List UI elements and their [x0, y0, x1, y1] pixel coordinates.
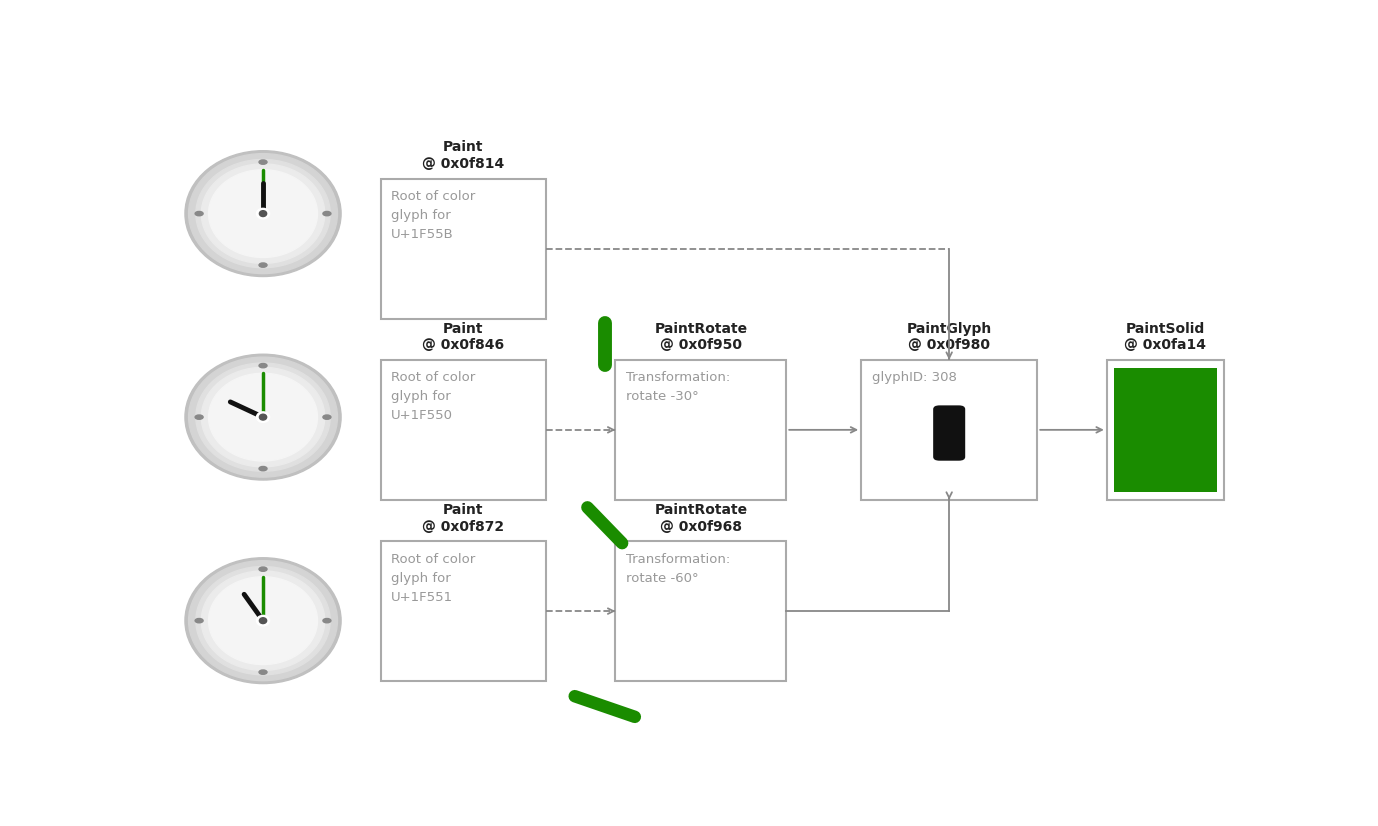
- Ellipse shape: [256, 615, 270, 626]
- Ellipse shape: [322, 211, 331, 216]
- Text: glyphID: 308: glyphID: 308: [872, 372, 956, 384]
- Ellipse shape: [201, 164, 325, 263]
- Text: Transformation:
rotate -60°: Transformation: rotate -60°: [626, 553, 730, 585]
- Ellipse shape: [259, 618, 267, 624]
- Ellipse shape: [185, 558, 342, 684]
- Text: @ 0x0fa14: @ 0x0fa14: [1124, 339, 1207, 352]
- Text: PaintSolid: PaintSolid: [1126, 321, 1206, 335]
- Ellipse shape: [201, 571, 325, 671]
- Text: Paint: Paint: [442, 140, 484, 154]
- Ellipse shape: [196, 159, 331, 268]
- Text: PaintRotate: PaintRotate: [655, 503, 747, 517]
- Ellipse shape: [189, 154, 338, 273]
- Text: PaintRotate: PaintRotate: [655, 321, 747, 335]
- Ellipse shape: [208, 373, 317, 461]
- Text: @ 0x0f968: @ 0x0f968: [660, 520, 741, 534]
- Ellipse shape: [259, 211, 267, 216]
- Text: Transformation:
rotate -30°: Transformation: rotate -30°: [626, 372, 730, 403]
- FancyBboxPatch shape: [933, 406, 965, 461]
- Text: Root of color
glyph for
U+1F55B: Root of color glyph for U+1F55B: [391, 190, 475, 241]
- Ellipse shape: [259, 467, 267, 471]
- Text: @ 0x0f846: @ 0x0f846: [422, 339, 504, 352]
- Bar: [1107, 360, 1224, 500]
- Ellipse shape: [196, 567, 331, 675]
- Ellipse shape: [196, 619, 203, 623]
- Text: @ 0x0f814: @ 0x0f814: [422, 157, 504, 171]
- Ellipse shape: [196, 363, 331, 472]
- Ellipse shape: [259, 414, 267, 420]
- Bar: [380, 541, 546, 681]
- Ellipse shape: [259, 363, 267, 368]
- Bar: [1115, 368, 1217, 492]
- Text: @ 0x0f980: @ 0x0f980: [908, 339, 991, 352]
- Ellipse shape: [208, 577, 317, 665]
- Ellipse shape: [208, 169, 317, 258]
- Ellipse shape: [322, 619, 331, 623]
- Ellipse shape: [201, 368, 325, 467]
- Ellipse shape: [185, 354, 342, 480]
- Text: PaintGlyph: PaintGlyph: [907, 321, 992, 335]
- Ellipse shape: [259, 567, 267, 572]
- Ellipse shape: [196, 415, 203, 420]
- Bar: [616, 360, 787, 500]
- Text: @ 0x0f872: @ 0x0f872: [422, 520, 504, 534]
- Ellipse shape: [322, 415, 331, 420]
- Ellipse shape: [259, 670, 267, 674]
- Ellipse shape: [259, 160, 267, 164]
- Bar: [380, 360, 546, 500]
- Ellipse shape: [256, 412, 270, 422]
- Ellipse shape: [189, 357, 338, 477]
- Ellipse shape: [259, 263, 267, 268]
- Bar: [861, 360, 1038, 500]
- Text: Paint: Paint: [442, 321, 484, 335]
- Ellipse shape: [256, 208, 270, 219]
- Text: Root of color
glyph for
U+1F550: Root of color glyph for U+1F550: [391, 372, 475, 422]
- Ellipse shape: [185, 150, 342, 277]
- Text: @ 0x0f950: @ 0x0f950: [660, 339, 741, 352]
- Bar: [380, 178, 546, 319]
- Ellipse shape: [196, 211, 203, 216]
- Text: Root of color
glyph for
U+1F551: Root of color glyph for U+1F551: [391, 553, 475, 604]
- Ellipse shape: [189, 561, 338, 681]
- Bar: [616, 541, 787, 681]
- Text: Paint: Paint: [442, 503, 484, 517]
